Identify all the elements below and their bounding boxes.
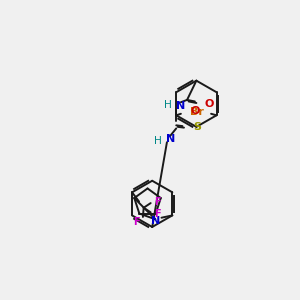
Text: O: O [191,106,200,116]
Text: S: S [193,122,201,132]
Text: F: F [133,217,140,226]
Text: F: F [154,196,160,206]
Text: N: N [166,134,176,144]
Text: N: N [151,216,160,226]
Text: F: F [154,209,160,219]
Text: N: N [176,101,185,111]
Text: H: H [154,136,161,146]
Text: H: H [164,100,172,110]
Text: Br: Br [190,107,204,117]
Text: O: O [204,99,214,109]
